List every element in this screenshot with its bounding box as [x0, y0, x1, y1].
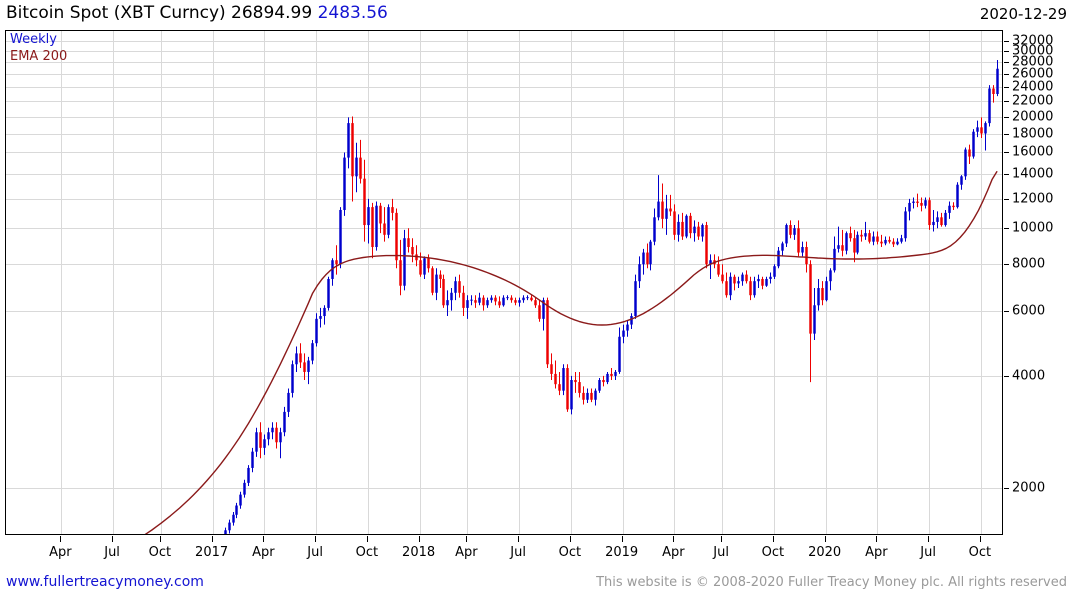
price-tick-label: 28000 [1012, 54, 1054, 70]
date-tick-mark [721, 536, 722, 542]
date-tick-mark [263, 536, 264, 542]
copyright-notice: This website is © 2008-2020 Fuller Treac… [596, 575, 1067, 590]
price-tick-label: 14000 [1012, 166, 1054, 182]
date-tick-mark [315, 536, 316, 542]
price-tick-mark [1004, 74, 1009, 75]
chart-header: Bitcoin Spot (XBT Curncy) 26894.99 2483.… [0, 0, 1075, 28]
instrument-name: Bitcoin Spot (XBT Curncy) [6, 3, 226, 23]
date-tick-mark [112, 536, 113, 542]
price-tick-mark [1004, 264, 1009, 265]
chart-canvas [6, 31, 1002, 534]
date-tick-mark [980, 536, 981, 542]
price-tick-mark [1004, 174, 1009, 175]
date-tick-label: Apr [49, 545, 72, 560]
price-tick-label: 2000 [1012, 480, 1046, 496]
price-tick-mark [1004, 311, 1009, 312]
price-tick-mark [1004, 199, 1009, 200]
date-tick-label: Oct [148, 545, 172, 560]
chart-footer: www.fullertreacymoney.com This website i… [0, 572, 1075, 596]
price-tick-label: 24000 [1012, 79, 1054, 95]
chart-plot-area[interactable]: Weekly EMA 200 [5, 30, 1003, 535]
date-tick-mark [518, 536, 519, 542]
site-url[interactable]: www.fullertreacymoney.com [6, 574, 204, 590]
legend-ema: EMA 200 [10, 49, 68, 64]
price-tick-label: 22000 [1012, 93, 1054, 109]
date-tick-mark [160, 536, 161, 542]
price-tick-label: 20000 [1012, 109, 1054, 125]
price-tick-mark [1004, 488, 1009, 489]
date-tick-label: 2019 [605, 545, 639, 560]
date-tick-label: Jul [307, 545, 323, 560]
price-tick-label: 32000 [1012, 33, 1054, 49]
date-tick-mark [673, 536, 674, 542]
price-tick-mark [1004, 51, 1009, 52]
date-tick-label: Jul [920, 545, 936, 560]
price-tick-mark [1004, 62, 1009, 63]
date-tick-label: Apr [865, 545, 888, 560]
price-tick-label: 4000 [1012, 368, 1046, 384]
date-tick-label: Oct [355, 545, 379, 560]
price-tick-mark [1004, 87, 1009, 88]
price-axis: 2000 4000 6000 8000 10000 12000 14000 16000 1800… [1004, 30, 1075, 535]
price-tick-mark [1004, 376, 1009, 377]
date-tick-mark [876, 536, 877, 542]
date-tick-label: 2018 [402, 545, 436, 560]
date-tick-mark [928, 536, 929, 542]
date-tick-mark [622, 536, 623, 542]
date-tick-label: Jul [713, 545, 729, 560]
price-tick-label: 16000 [1012, 144, 1054, 160]
date-tick-label: Apr [662, 545, 685, 560]
last-price: 26894.99 [231, 3, 313, 23]
quote-date: 2020-12-29 [979, 5, 1067, 23]
chart-legend: Weekly EMA 200 [10, 33, 67, 67]
date-tick-label: 2020 [808, 545, 842, 560]
price-tick-mark [1004, 41, 1009, 42]
date-tick-label: Jul [510, 545, 526, 560]
page-title: Bitcoin Spot (XBT Curncy) 26894.99 2483.… [6, 3, 388, 23]
date-tick-label: Oct [558, 545, 582, 560]
price-tick-mark [1004, 117, 1009, 118]
date-tick-label: Apr [455, 545, 478, 560]
date-tick-mark [419, 536, 420, 542]
price-tick-label: 6000 [1012, 303, 1046, 319]
date-tick-mark [60, 536, 61, 542]
date-tick-label: Jul [104, 545, 120, 560]
date-tick-label: Oct [761, 545, 785, 560]
price-tick-label: 10000 [1012, 220, 1054, 236]
chart-series-layer [144, 60, 999, 534]
price-tick-mark [1004, 101, 1009, 102]
date-tick-mark [212, 536, 213, 542]
date-tick-mark [825, 536, 826, 542]
date-tick-label: 2017 [195, 545, 229, 560]
price-tick-mark [1004, 152, 1009, 153]
date-tick-label: Oct [968, 545, 992, 560]
date-tick-mark [773, 536, 774, 542]
price-change: 2483.56 [317, 3, 388, 23]
price-tick-label: 26000 [1012, 66, 1054, 82]
chart-gridlines [6, 31, 1002, 534]
price-tick-label: 8000 [1012, 256, 1046, 272]
date-tick-mark [570, 536, 571, 542]
date-tick-label: Apr [252, 545, 275, 560]
price-tick-label: 18000 [1012, 126, 1054, 141]
date-axis: Apr Jul Oct 2017 Apr Jul Oct 2018 Apr Jul Oct 2019 A… [5, 536, 1003, 566]
price-tick-label: 30000 [1012, 43, 1054, 59]
price-tick-label: 12000 [1012, 191, 1054, 207]
price-tick-mark [1004, 228, 1009, 229]
legend-interval: Weekly [10, 32, 57, 47]
date-tick-mark [367, 536, 368, 542]
date-tick-mark [466, 536, 467, 542]
price-tick-mark [1004, 134, 1009, 135]
